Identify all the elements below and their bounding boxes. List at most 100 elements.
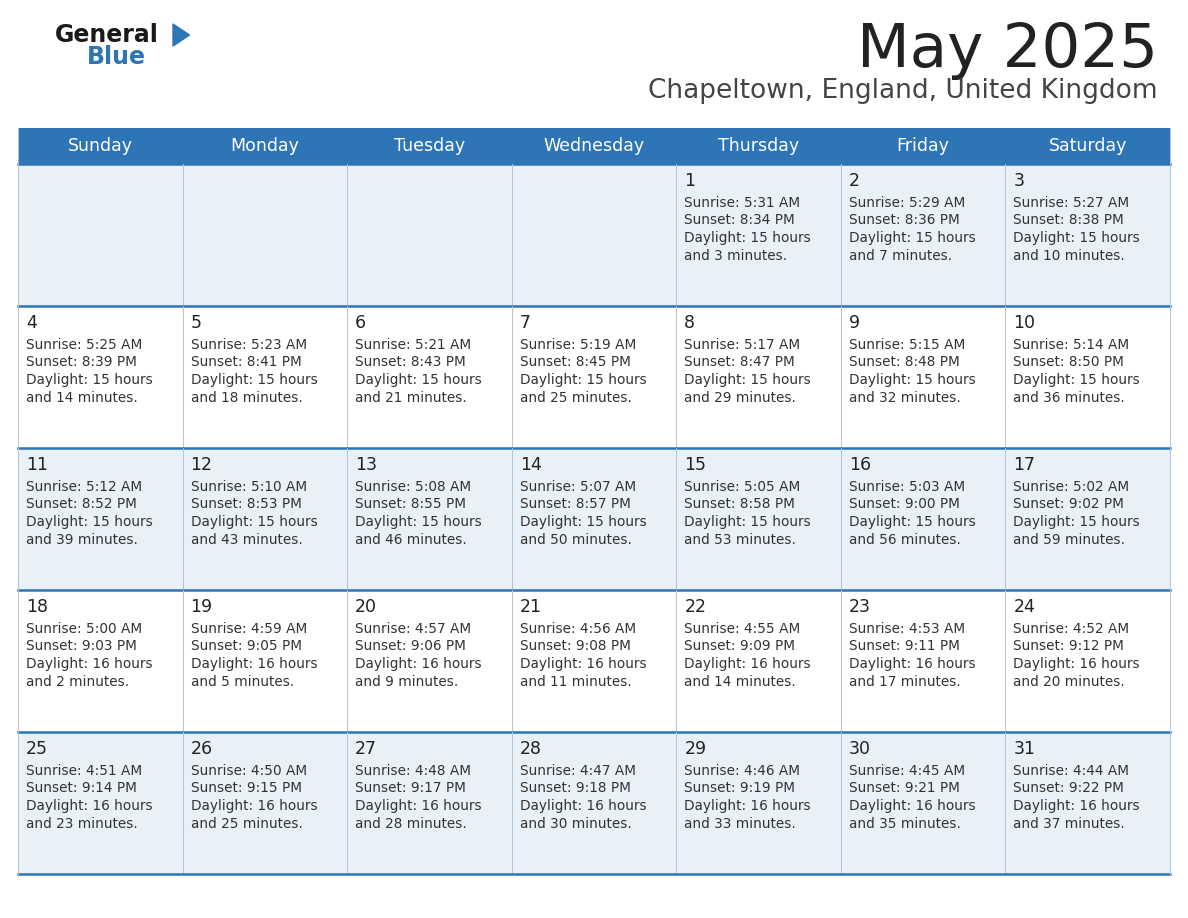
- Text: 9: 9: [849, 314, 860, 332]
- Text: Sunrise: 5:12 AM: Sunrise: 5:12 AM: [26, 480, 143, 494]
- Text: 23: 23: [849, 598, 871, 616]
- Text: Daylight: 15 hours: Daylight: 15 hours: [26, 373, 153, 387]
- Text: 2: 2: [849, 172, 860, 190]
- Text: Daylight: 15 hours: Daylight: 15 hours: [1013, 515, 1140, 529]
- Text: Sunset: 9:08 PM: Sunset: 9:08 PM: [519, 640, 631, 654]
- Text: 26: 26: [190, 740, 213, 758]
- Text: Sunrise: 4:46 AM: Sunrise: 4:46 AM: [684, 764, 801, 778]
- Text: and 14 minutes.: and 14 minutes.: [26, 390, 138, 405]
- Text: and 56 minutes.: and 56 minutes.: [849, 532, 961, 546]
- Text: 10: 10: [1013, 314, 1036, 332]
- Text: and 36 minutes.: and 36 minutes.: [1013, 390, 1125, 405]
- Text: Thursday: Thursday: [718, 137, 800, 155]
- Text: and 2 minutes.: and 2 minutes.: [26, 675, 129, 688]
- Text: Sunrise: 4:56 AM: Sunrise: 4:56 AM: [519, 622, 636, 636]
- Text: Sunrise: 4:59 AM: Sunrise: 4:59 AM: [190, 622, 307, 636]
- Text: 8: 8: [684, 314, 695, 332]
- Text: Sunrise: 4:48 AM: Sunrise: 4:48 AM: [355, 764, 472, 778]
- Text: Daylight: 15 hours: Daylight: 15 hours: [684, 515, 811, 529]
- Text: Sunrise: 4:44 AM: Sunrise: 4:44 AM: [1013, 764, 1130, 778]
- Text: and 18 minutes.: and 18 minutes.: [190, 390, 302, 405]
- Text: and 3 minutes.: and 3 minutes.: [684, 249, 788, 263]
- Text: Sunset: 9:14 PM: Sunset: 9:14 PM: [26, 781, 137, 796]
- Text: Sunset: 8:38 PM: Sunset: 8:38 PM: [1013, 214, 1124, 228]
- Text: 29: 29: [684, 740, 707, 758]
- Text: 20: 20: [355, 598, 377, 616]
- Text: Sunrise: 5:17 AM: Sunrise: 5:17 AM: [684, 338, 801, 352]
- Text: Daylight: 16 hours: Daylight: 16 hours: [1013, 657, 1140, 671]
- Text: Sunrise: 5:07 AM: Sunrise: 5:07 AM: [519, 480, 636, 494]
- Text: 28: 28: [519, 740, 542, 758]
- Text: and 53 minutes.: and 53 minutes.: [684, 532, 796, 546]
- Text: and 25 minutes.: and 25 minutes.: [190, 816, 303, 831]
- Text: Sunset: 8:58 PM: Sunset: 8:58 PM: [684, 498, 795, 511]
- Text: Sunset: 8:39 PM: Sunset: 8:39 PM: [26, 355, 137, 370]
- Text: and 30 minutes.: and 30 minutes.: [519, 816, 632, 831]
- Text: Sunrise: 5:10 AM: Sunrise: 5:10 AM: [190, 480, 307, 494]
- Text: and 17 minutes.: and 17 minutes.: [849, 675, 961, 688]
- Text: Daylight: 16 hours: Daylight: 16 hours: [519, 657, 646, 671]
- Text: Sunset: 9:05 PM: Sunset: 9:05 PM: [190, 640, 302, 654]
- Text: Sunrise: 4:45 AM: Sunrise: 4:45 AM: [849, 764, 965, 778]
- Text: and 39 minutes.: and 39 minutes.: [26, 532, 138, 546]
- Text: 14: 14: [519, 456, 542, 474]
- Text: Sunrise: 4:51 AM: Sunrise: 4:51 AM: [26, 764, 143, 778]
- Text: Daylight: 15 hours: Daylight: 15 hours: [519, 515, 646, 529]
- Text: Sunrise: 5:23 AM: Sunrise: 5:23 AM: [190, 338, 307, 352]
- Text: Friday: Friday: [897, 137, 949, 155]
- Text: Sunset: 9:00 PM: Sunset: 9:00 PM: [849, 498, 960, 511]
- Text: Sunrise: 4:52 AM: Sunrise: 4:52 AM: [1013, 622, 1130, 636]
- Text: Sunrise: 5:00 AM: Sunrise: 5:00 AM: [26, 622, 143, 636]
- Text: Sunset: 8:36 PM: Sunset: 8:36 PM: [849, 214, 960, 228]
- Text: Sunset: 9:02 PM: Sunset: 9:02 PM: [1013, 498, 1124, 511]
- Text: Daylight: 16 hours: Daylight: 16 hours: [26, 799, 152, 813]
- Text: and 11 minutes.: and 11 minutes.: [519, 675, 632, 688]
- Text: Sunrise: 4:57 AM: Sunrise: 4:57 AM: [355, 622, 472, 636]
- Text: Daylight: 16 hours: Daylight: 16 hours: [849, 799, 975, 813]
- Text: 18: 18: [26, 598, 48, 616]
- Text: Sunrise: 4:50 AM: Sunrise: 4:50 AM: [190, 764, 307, 778]
- Text: Daylight: 15 hours: Daylight: 15 hours: [26, 515, 153, 529]
- Text: Tuesday: Tuesday: [394, 137, 465, 155]
- Bar: [18, 732, 1170, 874]
- Text: Sunrise: 5:19 AM: Sunrise: 5:19 AM: [519, 338, 636, 352]
- Text: Saturday: Saturday: [1049, 137, 1127, 155]
- Text: Sunrise: 5:31 AM: Sunrise: 5:31 AM: [684, 196, 801, 210]
- Text: Wednesday: Wednesday: [543, 137, 645, 155]
- Text: Daylight: 15 hours: Daylight: 15 hours: [190, 373, 317, 387]
- Text: and 32 minutes.: and 32 minutes.: [849, 390, 961, 405]
- Text: Sunset: 9:11 PM: Sunset: 9:11 PM: [849, 640, 960, 654]
- Text: Sunset: 8:50 PM: Sunset: 8:50 PM: [1013, 355, 1124, 370]
- Text: and 23 minutes.: and 23 minutes.: [26, 816, 138, 831]
- Text: 17: 17: [1013, 456, 1036, 474]
- Text: Sunrise: 5:15 AM: Sunrise: 5:15 AM: [849, 338, 965, 352]
- Text: and 5 minutes.: and 5 minutes.: [190, 675, 293, 688]
- Text: Daylight: 15 hours: Daylight: 15 hours: [355, 373, 482, 387]
- Polygon shape: [173, 24, 190, 46]
- Text: and 9 minutes.: and 9 minutes.: [355, 675, 459, 688]
- Text: and 25 minutes.: and 25 minutes.: [519, 390, 632, 405]
- Text: 7: 7: [519, 314, 531, 332]
- Text: and 7 minutes.: and 7 minutes.: [849, 249, 952, 263]
- Text: 13: 13: [355, 456, 377, 474]
- Text: Sunset: 8:45 PM: Sunset: 8:45 PM: [519, 355, 631, 370]
- Text: and 50 minutes.: and 50 minutes.: [519, 532, 632, 546]
- Text: Daylight: 16 hours: Daylight: 16 hours: [519, 799, 646, 813]
- Text: and 37 minutes.: and 37 minutes.: [1013, 816, 1125, 831]
- Text: Sunset: 9:17 PM: Sunset: 9:17 PM: [355, 781, 466, 796]
- Text: Daylight: 15 hours: Daylight: 15 hours: [1013, 231, 1140, 245]
- Text: and 33 minutes.: and 33 minutes.: [684, 816, 796, 831]
- Text: and 46 minutes.: and 46 minutes.: [355, 532, 467, 546]
- Text: Sunset: 8:47 PM: Sunset: 8:47 PM: [684, 355, 795, 370]
- Text: and 21 minutes.: and 21 minutes.: [355, 390, 467, 405]
- Text: Sunset: 8:55 PM: Sunset: 8:55 PM: [355, 498, 466, 511]
- Text: 6: 6: [355, 314, 366, 332]
- Text: Sunrise: 5:14 AM: Sunrise: 5:14 AM: [1013, 338, 1130, 352]
- Text: Daylight: 16 hours: Daylight: 16 hours: [684, 657, 811, 671]
- Text: Daylight: 15 hours: Daylight: 15 hours: [849, 373, 975, 387]
- Text: Daylight: 15 hours: Daylight: 15 hours: [849, 515, 975, 529]
- Text: Sunrise: 5:08 AM: Sunrise: 5:08 AM: [355, 480, 472, 494]
- Text: Sunrise: 4:47 AM: Sunrise: 4:47 AM: [519, 764, 636, 778]
- Text: 5: 5: [190, 314, 202, 332]
- Text: Sunset: 9:06 PM: Sunset: 9:06 PM: [355, 640, 466, 654]
